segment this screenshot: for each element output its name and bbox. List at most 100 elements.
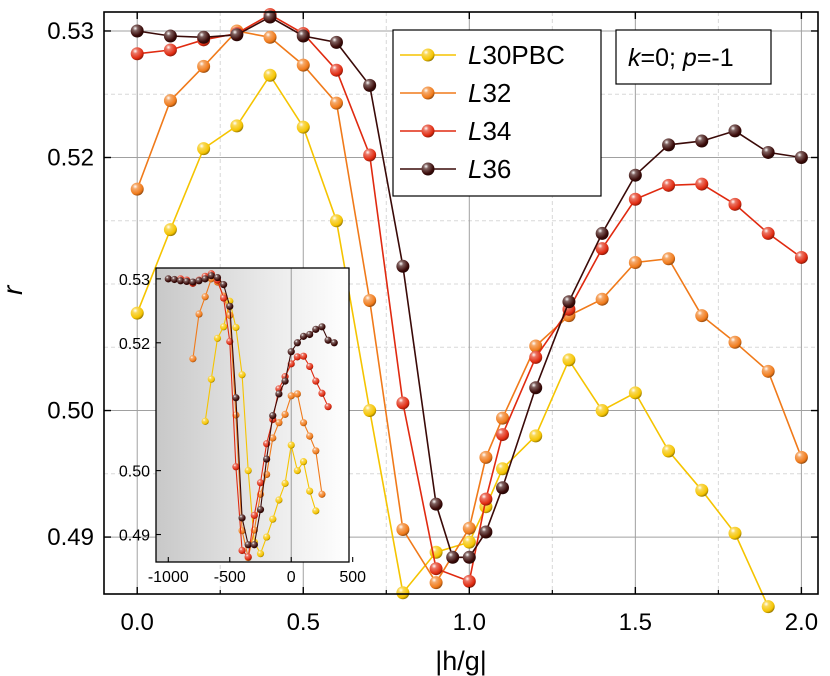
inset-data-point-L36 [195, 277, 203, 285]
inset-data-point-L30PBC [220, 323, 228, 331]
inset-data-point-L34 [324, 403, 332, 411]
data-point-L32 [163, 94, 177, 108]
inset-data-point-L34 [244, 553, 252, 561]
data-point-L34 [363, 148, 377, 162]
legend-label-prefix: L [468, 154, 482, 184]
y-axis-label: r [0, 284, 28, 295]
legend-label: L32 [468, 78, 511, 108]
inset-data-point-L36 [226, 302, 234, 310]
inset-data-point-L30PBC [256, 550, 265, 558]
data-point-L34 [529, 350, 543, 364]
x-tick-label: 1.5 [619, 609, 652, 636]
legend-label-prefix: L [468, 116, 482, 146]
data-point-L36 [462, 550, 476, 564]
data-point-L34 [130, 47, 144, 61]
inset-data-point-L32 [195, 310, 203, 318]
x-tick-label: 0.5 [287, 609, 320, 636]
inset-y-tick-label: 0.49 [119, 528, 150, 545]
series-L36 [130, 10, 808, 564]
inset-data-point-L30PBC [312, 507, 320, 515]
data-point-L32 [695, 309, 709, 323]
data-point-L34 [479, 492, 493, 506]
data-point-L36 [230, 28, 244, 42]
data-point-L36 [479, 525, 493, 539]
data-point-L30PBC [695, 483, 709, 497]
data-point-L32 [794, 450, 808, 464]
data-point-L30PBC [496, 462, 510, 476]
data-point-L32 [462, 521, 476, 535]
x-axis-label: |h/g| [435, 646, 487, 676]
data-point-L36 [329, 35, 343, 49]
data-point-L32 [662, 252, 676, 266]
inset-data-point-L36 [164, 275, 172, 283]
y-tick-label: 0.49 [47, 524, 94, 551]
inset-data-point-L36 [183, 277, 191, 286]
inset-data-point-L30PBC [306, 487, 314, 495]
inset-data-point-L32 [201, 293, 209, 301]
data-point-L32 [296, 58, 310, 72]
inset-data-point-L36 [189, 278, 197, 286]
data-point-L30PBC [163, 223, 177, 237]
inset-data-point-L36 [220, 281, 228, 289]
inset-data-point-L32 [293, 390, 301, 398]
data-point-L34 [496, 428, 510, 442]
data-point-L30PBC [662, 444, 676, 458]
inset-y-tick-label: 0.53 [119, 272, 150, 289]
inset-data-point-L36 [299, 332, 308, 340]
data-point-L32 [429, 576, 443, 590]
data-point-L30PBC [363, 404, 377, 418]
data-point-L36 [628, 168, 642, 182]
data-point-L32 [263, 30, 277, 44]
inset-data-point-L30PBC [201, 417, 209, 425]
data-point-L30PBC [628, 386, 642, 400]
data-point-L34 [163, 43, 177, 57]
data-point-L30PBC [230, 119, 244, 133]
data-point-L34 [728, 197, 742, 211]
legend-label: L34 [468, 116, 511, 146]
data-point-L30PBC [728, 526, 742, 540]
legend-item-L36: L36 [400, 154, 511, 184]
data-point-L32 [363, 293, 377, 307]
inset-data-point-L36 [176, 277, 185, 285]
parameter-annotation: k=0; p=-1 [615, 29, 772, 85]
inset-data-point-L36 [269, 412, 277, 420]
x-tick-label: 1.0 [453, 609, 486, 636]
inset-data-point-L30PBC [207, 375, 215, 383]
inset-data-point-L36 [213, 273, 222, 282]
inset-data-point-L36 [275, 390, 283, 398]
inset-data-point-L30PBC [269, 515, 277, 523]
data-point-L36 [529, 381, 543, 395]
data-point-L30PBC [197, 142, 211, 156]
data-point-L30PBC [595, 404, 609, 418]
legend-label-prefix: L [468, 78, 482, 108]
inset-series-L36 [164, 272, 338, 549]
x-tick-label: 0.0 [121, 609, 154, 636]
data-point-L34 [329, 63, 343, 77]
inset-data-point-L34 [256, 479, 265, 487]
inset-data-point-L34 [318, 389, 326, 397]
data-point-L36 [562, 295, 576, 309]
inset-data-point-L32 [312, 447, 320, 455]
inset-data-point-L36 [306, 330, 314, 339]
inset-data-point-L36 [170, 275, 179, 284]
data-point-L36 [263, 10, 277, 24]
inset-y-tick-label: 0.52 [119, 336, 150, 353]
data-point-L34 [695, 177, 709, 191]
data-point-L36 [662, 138, 676, 152]
data-point-L32 [728, 335, 742, 349]
inset-data-point-L30PBC [293, 467, 301, 475]
x-tick-label: 2.0 [785, 609, 818, 636]
inset-data-point-L36 [263, 455, 271, 463]
inset-data-point-L30PBC [275, 496, 283, 504]
annotation-box [615, 29, 772, 85]
data-point-L32 [529, 339, 543, 353]
inset-data-point-L34 [238, 546, 246, 555]
data-point-L36 [595, 226, 609, 240]
legend-label-suffix: 36 [482, 154, 511, 184]
inset-data-point-L34 [220, 294, 228, 302]
inset-data-point-L32 [299, 419, 308, 427]
inset-data-point-L34 [312, 377, 320, 385]
data-point-L34 [794, 250, 808, 264]
inset-data-point-L32 [232, 411, 240, 419]
